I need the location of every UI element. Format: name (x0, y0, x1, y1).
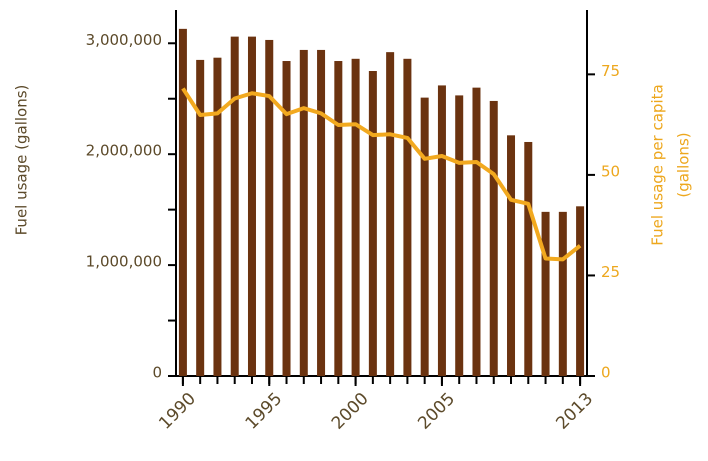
x-tick-label: 2013 (552, 389, 597, 434)
bar (507, 135, 516, 376)
y-tick-label: 3,000,000 (86, 31, 162, 49)
bar (403, 58, 412, 377)
bar (472, 87, 481, 377)
x-tick-label: 2005 (414, 389, 459, 434)
bar (437, 85, 446, 376)
bar (368, 71, 377, 376)
bar (230, 36, 239, 376)
y2-tick-label: 50 (601, 162, 620, 180)
bar (282, 61, 291, 376)
bar (196, 59, 205, 377)
line (181, 87, 582, 262)
y-tick-label: 2,000,000 (86, 142, 162, 160)
y-tick-label: 0 (152, 364, 162, 382)
bar (178, 28, 187, 376)
bar (386, 52, 395, 377)
bar (576, 206, 585, 376)
x-tick-label: 1995 (242, 389, 287, 434)
y-axis-title: Fuel usage (gallons) (13, 85, 31, 236)
bar (334, 61, 343, 376)
x-tick-label: 2000 (328, 389, 373, 434)
y2-tick-label: 75 (601, 62, 620, 80)
y-tick-label: 1,000,000 (86, 253, 162, 271)
bar (455, 95, 464, 377)
bar (213, 57, 222, 376)
bar (558, 211, 567, 376)
y2-tick-label: 25 (601, 263, 620, 281)
bar (299, 49, 308, 376)
bar (247, 36, 256, 376)
bar (317, 49, 326, 376)
bar (351, 58, 360, 377)
y2-tick-label: 0 (601, 364, 611, 382)
bar (265, 39, 274, 376)
y2-axis-title: Fuel usage per capita (649, 84, 667, 245)
bar (541, 211, 550, 376)
bar (420, 97, 429, 377)
y2-axis-title: (gallons) (675, 132, 693, 197)
bar (489, 100, 498, 376)
bar (524, 141, 533, 376)
x-tick-label: 1990 (155, 389, 200, 434)
